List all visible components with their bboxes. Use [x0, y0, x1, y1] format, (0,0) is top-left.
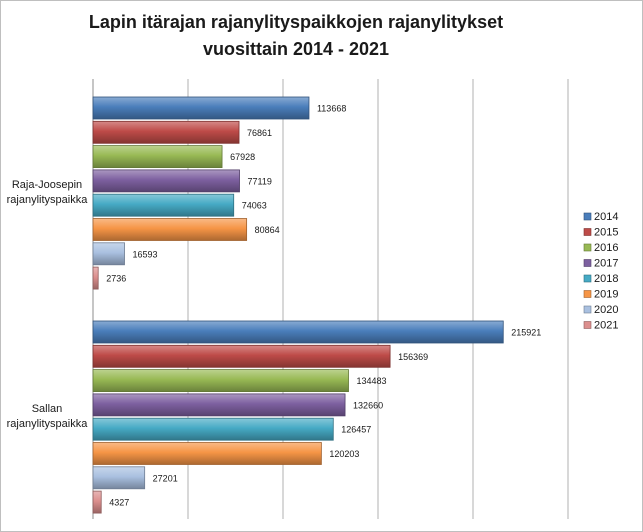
bar: [92, 393, 346, 417]
bar: [92, 466, 146, 490]
bar-data-label: 132660: [353, 400, 383, 410]
bar: [92, 344, 391, 368]
bar: [92, 193, 235, 217]
chart-title: Lapin itärajan rajanylityspaikkojen raja…: [61, 9, 531, 63]
legend-swatch: [583, 321, 592, 329]
legend-label: 2017: [594, 258, 618, 270]
legend-label: 2015: [594, 227, 618, 239]
bar: [92, 490, 102, 514]
bar-data-label: 126457: [341, 425, 371, 435]
bar-data-label: 67928: [230, 152, 255, 162]
legend-swatch: [583, 212, 592, 221]
category-label: rajanylityspaikka: [7, 194, 89, 206]
legend-swatch: [583, 259, 592, 267]
chart-title-line-1: Lapin itärajan rajanylityspaikkojen raja…: [88, 12, 504, 32]
legend-label: 2016: [594, 242, 618, 254]
legend-label: 2021: [594, 320, 618, 332]
bar: [92, 218, 248, 241]
bar-data-label: 77119: [248, 176, 272, 186]
legend-label: 2014: [594, 211, 618, 223]
bar-data-label: 80864: [255, 225, 280, 235]
category-label: Sallan: [32, 403, 63, 415]
bar-data-label: 74063: [242, 201, 267, 211]
legend-swatch: [583, 243, 592, 252]
bar: [92, 120, 240, 144]
bar: [92, 266, 99, 290]
bar: [92, 242, 125, 266]
legend-swatch: [583, 274, 592, 283]
bar-data-label: 120203: [329, 449, 359, 459]
legend-swatch: [583, 228, 592, 236]
bar-data-label: 4327: [109, 498, 129, 508]
bar: [92, 96, 310, 120]
bar-data-label: 215921: [511, 328, 541, 338]
bar-data-label: 2736: [106, 274, 126, 284]
bar: [92, 145, 223, 169]
bar-data-label: 113668: [317, 104, 346, 114]
legend-swatch: [583, 290, 592, 298]
bar-data-label: 27201: [153, 473, 178, 483]
bar-data-label: 134483: [357, 376, 387, 386]
bar-data-label: 16593: [133, 249, 158, 259]
bar: [92, 169, 240, 193]
legend-label: 2018: [594, 273, 618, 285]
bar: [92, 320, 504, 344]
category-label: Raja-Joosepin: [12, 179, 82, 191]
chart-title-line-2: vuosittain 2014 - 2021: [202, 39, 390, 59]
bar-data-label: 76861: [247, 128, 272, 138]
bar: [92, 442, 322, 465]
legend-label: 2020: [594, 304, 618, 316]
legend-swatch: [583, 305, 592, 314]
bar: [92, 417, 334, 441]
bar-data-label: 156369: [398, 352, 428, 362]
category-label: rajanylityspaikka: [7, 418, 89, 430]
legend-label: 2019: [594, 289, 618, 301]
bar: [92, 369, 349, 393]
